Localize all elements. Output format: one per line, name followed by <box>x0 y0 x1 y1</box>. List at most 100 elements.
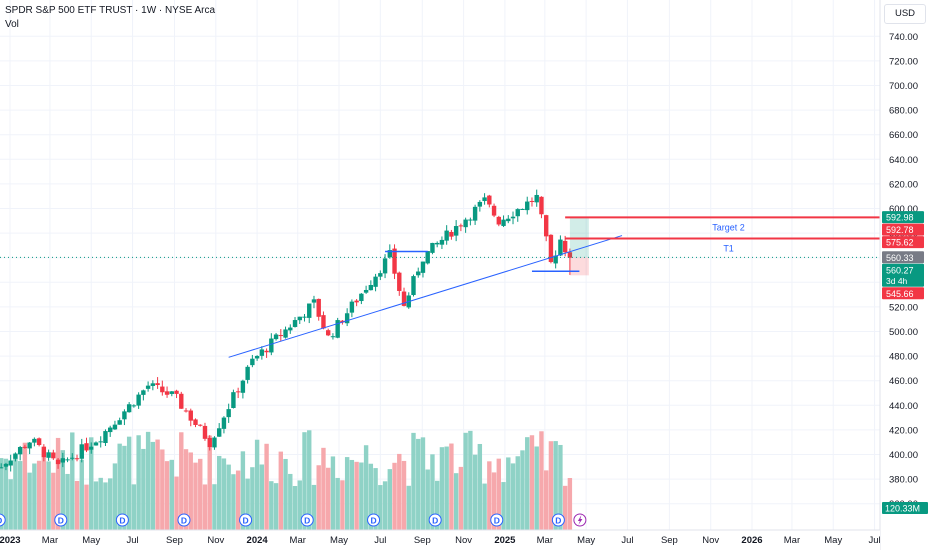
candle-body <box>501 219 506 226</box>
volume-bar <box>525 437 530 530</box>
volume-bar <box>27 472 32 530</box>
candle-body <box>401 291 407 306</box>
volume-bar <box>411 432 416 530</box>
volume-bar <box>302 432 307 530</box>
volume-bar <box>449 443 454 530</box>
candle-body <box>553 255 558 264</box>
x-tick-label: Jul <box>868 535 880 546</box>
price-label <box>882 287 924 300</box>
volume-bar <box>543 470 549 530</box>
dividend-marker-label: D <box>119 516 125 526</box>
candle-body <box>468 219 473 221</box>
y-tick-label: 460.00 <box>889 376 918 387</box>
x-tick-label: 2024 <box>247 535 269 546</box>
volume-value-text: 120.33M <box>885 504 920 514</box>
volume-bar <box>131 484 137 530</box>
x-tick-label: Jul <box>374 535 386 546</box>
dividend-marker-label: D <box>304 516 310 526</box>
volume-bar <box>368 463 374 530</box>
volume-bar <box>420 437 426 530</box>
dividend-marker-label: D <box>555 516 561 526</box>
dividend-marker <box>0 513 6 527</box>
volume-bar <box>316 465 321 530</box>
dividend-marker-label: D <box>181 516 187 526</box>
currency-button[interactable]: USD <box>884 4 926 24</box>
volume-bar <box>188 452 193 530</box>
volume-bar <box>416 438 421 530</box>
volume-bar <box>496 458 501 530</box>
volume-bar <box>84 484 89 530</box>
candle-body <box>202 425 208 439</box>
x-axis-background <box>0 530 880 550</box>
volume-bar <box>126 436 132 530</box>
volume-bar <box>3 458 9 530</box>
volume-bar <box>183 449 189 530</box>
candle-body <box>453 226 459 236</box>
price-label <box>882 223 924 236</box>
candle-body <box>434 242 440 245</box>
volume-bar <box>321 447 326 530</box>
candle-body <box>174 390 179 394</box>
x-tick-label: Mar <box>290 535 306 546</box>
candle-body <box>98 441 103 443</box>
volume-bar <box>373 468 378 530</box>
candle-body <box>525 201 530 211</box>
x-tick-label: Mar <box>42 535 58 546</box>
volume-bar <box>288 473 293 530</box>
candle-body <box>529 200 535 202</box>
candle-body <box>70 457 75 459</box>
volume-bar <box>212 484 217 530</box>
volume-bar <box>164 461 170 530</box>
candle-body <box>107 427 113 433</box>
volume-bar <box>89 437 94 530</box>
candle-body <box>354 300 359 303</box>
candle-body <box>477 201 483 207</box>
candle-body <box>65 459 70 461</box>
candle-body <box>259 349 265 356</box>
symbol-title[interactable]: SPDR S&P 500 ETF TRUST · 1W · NYSE Arca <box>5 5 216 16</box>
candle-body <box>520 208 525 210</box>
candle-body <box>567 252 573 258</box>
candle-body <box>411 276 416 296</box>
x-tick-label: Mar <box>784 535 800 546</box>
candle-body <box>155 383 160 386</box>
candle-body <box>302 316 307 318</box>
volume-bar <box>444 446 449 530</box>
dividend-marker <box>115 513 129 527</box>
volume-bar <box>349 459 355 530</box>
volume-bar <box>245 478 250 530</box>
candle-body <box>93 442 99 446</box>
volume-bar <box>482 483 487 530</box>
dividend-marker <box>239 513 253 527</box>
candle-body <box>382 258 388 274</box>
volume-bar <box>155 439 160 530</box>
y-tick-label: 660.00 <box>889 130 918 141</box>
candle-body <box>392 248 397 274</box>
candle-body <box>344 313 350 324</box>
x-tick-label: Sep <box>166 535 183 546</box>
volume-indicator-label[interactable]: Vol <box>5 19 19 30</box>
candle-body <box>254 355 260 359</box>
volume-bar <box>8 479 13 530</box>
trendline <box>228 235 623 358</box>
candle-body <box>335 320 340 338</box>
candle-body <box>13 453 18 459</box>
candle-body <box>425 251 430 264</box>
volume-bar <box>510 463 516 530</box>
candle-body <box>164 391 170 395</box>
candle-body <box>51 452 56 459</box>
volume-bar <box>93 481 99 530</box>
candle-body <box>160 386 165 393</box>
candle-body <box>368 284 374 291</box>
volume-bar <box>434 480 440 530</box>
candle-body <box>458 225 464 227</box>
candle-body <box>235 391 241 393</box>
volume-bar <box>112 463 118 530</box>
candle-body <box>32 438 37 443</box>
candle-body <box>269 338 274 353</box>
volume-bar <box>79 459 84 530</box>
volume-bar <box>207 435 212 530</box>
candle-body <box>212 437 217 448</box>
